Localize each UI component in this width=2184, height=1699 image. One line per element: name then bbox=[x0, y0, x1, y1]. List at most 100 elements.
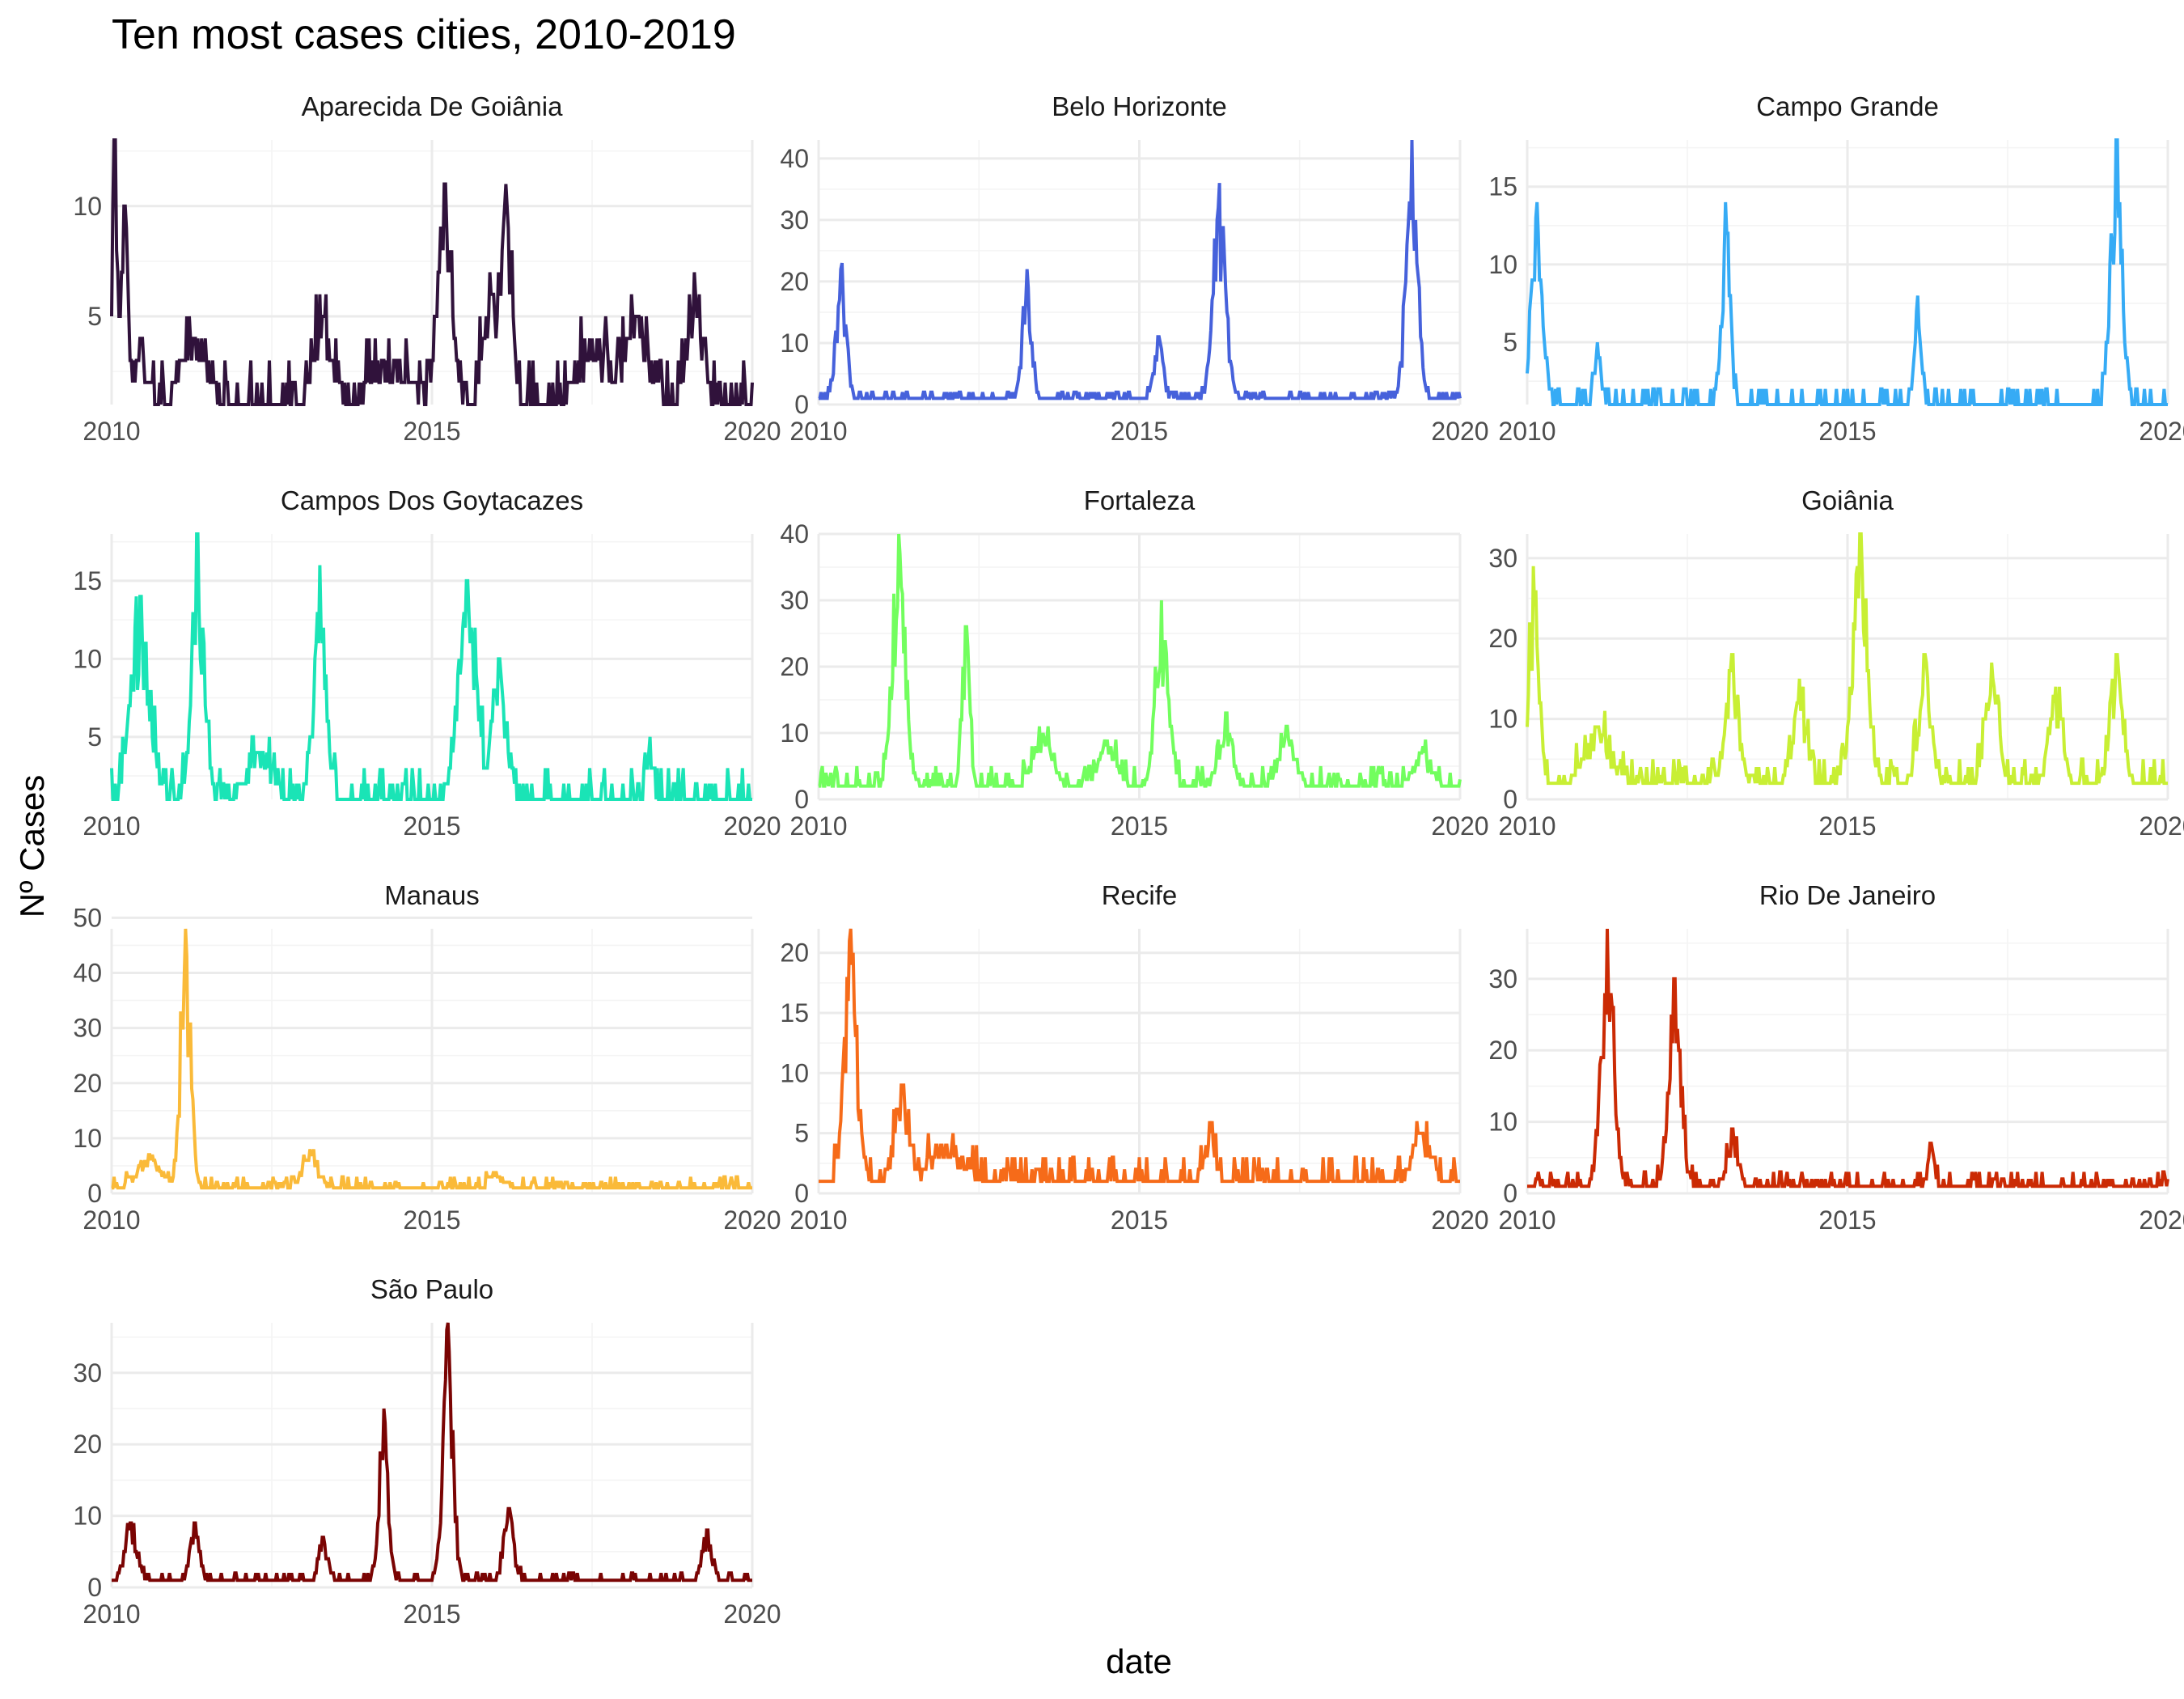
x-tick-label: 2010 bbox=[83, 811, 140, 841]
y-tick-label: 15 bbox=[1488, 172, 1517, 201]
y-tick-label: 5 bbox=[794, 1119, 809, 1148]
x-tick-label: 2015 bbox=[403, 1205, 460, 1235]
panel-sao-paulo: São Paulo 0 10 20 30 2010 2015 2020 bbox=[73, 1274, 781, 1629]
panel-belo-horizonte: Belo Horizonte 0 10 20 30 40 2010 2015 2020 bbox=[780, 91, 1488, 446]
y-tick-label: 20 bbox=[780, 652, 809, 681]
y-tick-label: 30 bbox=[73, 1358, 102, 1388]
series-line-rio-de-janeiro bbox=[1527, 928, 2169, 1188]
panel-campo-grande: Campo Grande 5 10 15 2010 2015 2020 bbox=[1488, 91, 2184, 446]
x-tick-label: 2020 bbox=[723, 1599, 781, 1629]
y-tick-label: 20 bbox=[780, 938, 809, 968]
y-tick-label: 10 bbox=[1488, 1108, 1517, 1137]
x-tick-label: 2015 bbox=[1111, 811, 1168, 841]
x-tick-label: 2020 bbox=[2139, 811, 2184, 841]
y-tick-label: 10 bbox=[780, 1058, 809, 1087]
y-tick-label: 30 bbox=[73, 1014, 102, 1043]
y-tick-label: 10 bbox=[73, 1502, 102, 1531]
x-tick-label: 2015 bbox=[1818, 417, 1876, 446]
x-tick-label: 2010 bbox=[1498, 1205, 1555, 1235]
y-tick-label: 40 bbox=[73, 959, 102, 988]
x-tick-label: 2015 bbox=[1818, 811, 1876, 841]
panel-title: Belo Horizonte bbox=[1052, 91, 1226, 121]
x-tick-label: 2020 bbox=[723, 811, 781, 841]
y-tick-label: 40 bbox=[780, 519, 809, 549]
panel-title: Goiânia bbox=[1801, 485, 1894, 515]
panel-campos-dos-goytacazes: Campos Dos Goytacazes 5 10 15 2010 2015 2020 bbox=[73, 485, 781, 841]
x-tick-label: 2015 bbox=[403, 811, 460, 841]
y-tick-label: 30 bbox=[1488, 544, 1517, 573]
y-tick-label: 20 bbox=[1488, 1036, 1517, 1065]
y-tick-label: 10 bbox=[1488, 250, 1517, 279]
x-tick-label: 2015 bbox=[1818, 1205, 1876, 1235]
y-tick-label: 20 bbox=[780, 267, 809, 296]
y-tick-label: 0 bbox=[1503, 1179, 1517, 1208]
series-line-recife bbox=[819, 928, 1460, 1184]
panel-fortaleza: Fortaleza 0 10 20 30 40 2010 2015 2020 bbox=[780, 485, 1488, 841]
panel-recife: Recife 0 5 10 15 20 2010 2015 2020 bbox=[780, 880, 1488, 1235]
y-tick-label: 10 bbox=[780, 328, 809, 358]
y-tick-label: 20 bbox=[73, 1430, 102, 1459]
panel-title: Fortaleza bbox=[1084, 485, 1196, 515]
panel-title: Campos Dos Goytacazes bbox=[281, 485, 583, 515]
series-line-campo-grande bbox=[1526, 138, 2168, 406]
series-line-manaus bbox=[111, 928, 752, 1190]
series-line-sao-paulo bbox=[112, 1322, 752, 1582]
y-tick-label: 10 bbox=[73, 644, 102, 673]
x-tick-label: 2020 bbox=[1431, 417, 1488, 446]
x-tick-label: 2010 bbox=[83, 417, 140, 446]
series-line-aparecida-de-goiania bbox=[110, 138, 754, 406]
panel-rio-de-janeiro: Rio De Janeiro 0 10 20 30 2010 2015 2020 bbox=[1488, 880, 2184, 1235]
panel-manaus: Manaus 0 10 20 30 40 50 2010 2015 2020 bbox=[73, 880, 781, 1235]
y-axis-title: Nº Cases bbox=[13, 775, 51, 917]
x-tick-label: 2020 bbox=[2139, 417, 2184, 446]
y-tick-label: 0 bbox=[1503, 785, 1517, 814]
x-tick-label: 2020 bbox=[1431, 1205, 1488, 1235]
series-line-fortaleza bbox=[818, 533, 1462, 788]
y-tick-label: 10 bbox=[1488, 705, 1517, 734]
panel-title: Campo Grande bbox=[1756, 91, 1939, 121]
x-tick-label: 2015 bbox=[1111, 417, 1168, 446]
y-tick-label: 30 bbox=[780, 205, 809, 235]
panel-title: Rio De Janeiro bbox=[1759, 880, 1936, 910]
y-tick-label: 10 bbox=[73, 1124, 102, 1153]
y-tick-label: 15 bbox=[780, 998, 809, 1027]
x-tick-label: 2010 bbox=[1498, 417, 1555, 446]
y-tick-label: 15 bbox=[73, 566, 102, 595]
panel-title: Recife bbox=[1102, 880, 1178, 910]
y-tick-label: 0 bbox=[794, 390, 809, 419]
x-tick-label: 2015 bbox=[403, 1599, 460, 1629]
panel-aparecida-de-goiania: Aparecida De Goiânia 5 10 2010 2015 2020 bbox=[73, 91, 781, 446]
x-tick-label: 2010 bbox=[789, 811, 847, 841]
chart-title: Ten most cases cities, 2010-2019 bbox=[112, 11, 736, 58]
x-tick-label: 2015 bbox=[403, 417, 460, 446]
panel-title: São Paulo bbox=[370, 1274, 493, 1304]
panel-title: Aparecida De Goiânia bbox=[302, 91, 564, 121]
series-line-belo-horizonte bbox=[818, 139, 1462, 400]
y-tick-label: 30 bbox=[1488, 964, 1517, 994]
panel-goiania: Goiânia 0 10 20 30 2010 2015 2020 bbox=[1488, 485, 2184, 841]
y-tick-label: 20 bbox=[1488, 624, 1517, 653]
x-tick-label: 2010 bbox=[83, 1599, 140, 1629]
x-tick-label: 2020 bbox=[1431, 811, 1488, 841]
x-tick-label: 2010 bbox=[1498, 811, 1555, 841]
x-axis-title: date bbox=[1106, 1642, 1172, 1680]
y-tick-label: 10 bbox=[780, 718, 809, 748]
x-tick-label: 2010 bbox=[789, 417, 847, 446]
series-line-campos-dos-goytacazes bbox=[110, 532, 752, 801]
y-tick-label: 5 bbox=[87, 722, 102, 752]
x-tick-label: 2010 bbox=[789, 1205, 847, 1235]
y-tick-label: 5 bbox=[87, 302, 102, 331]
y-tick-label: 40 bbox=[780, 144, 809, 173]
y-tick-label: 20 bbox=[73, 1069, 102, 1098]
x-tick-label: 2020 bbox=[723, 1205, 781, 1235]
y-tick-label: 10 bbox=[73, 192, 102, 221]
y-tick-label: 0 bbox=[794, 1179, 809, 1208]
y-tick-label: 5 bbox=[1503, 328, 1517, 357]
x-tick-label: 2015 bbox=[1111, 1205, 1168, 1235]
x-tick-label: 2020 bbox=[2139, 1205, 2184, 1235]
x-tick-label: 2020 bbox=[723, 417, 781, 446]
series-line-goiania bbox=[1526, 532, 2168, 786]
panel-title: Manaus bbox=[384, 880, 479, 910]
